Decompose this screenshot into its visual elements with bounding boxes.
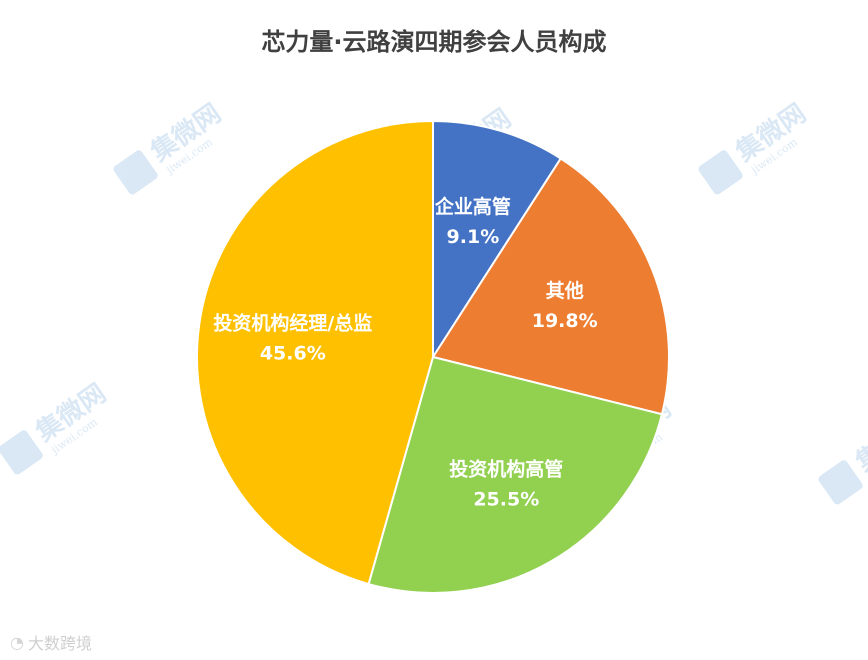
chart-title: 芯力量·云路演四期参会人员构成	[261, 28, 607, 56]
slice-label-4: 投资机构经理/总监	[213, 312, 372, 335]
pie-slice-2	[431, 157, 670, 416]
slice-value-4: 45.6%	[260, 343, 326, 365]
pie-slice-3	[367, 355, 664, 594]
slice-label-2: 其他	[546, 279, 584, 302]
slice-value-3: 25.5%	[473, 489, 539, 511]
footer-logo: ◔ 大数跨境	[10, 630, 92, 654]
slice-value-1: 9.1%	[447, 226, 500, 248]
svg-text:集微网: 集微网	[849, 408, 868, 479]
pie-slice-1	[432, 119, 563, 361]
pie-slice-4	[195, 119, 434, 586]
pie-slices	[195, 119, 670, 594]
footer-text: 大数跨境	[27, 634, 92, 653]
pie-labels: 企业高管 9.1% 其他 19.8% 投资机构高管 25.5% 投资机构经理/总监 45.6%	[213, 195, 597, 511]
logo-icon: ◔	[10, 632, 24, 652]
slice-value-2: 19.8%	[532, 310, 598, 332]
slice-label-1: 企业高管	[434, 195, 511, 218]
slice-label-3: 投资机构高管	[449, 458, 563, 481]
